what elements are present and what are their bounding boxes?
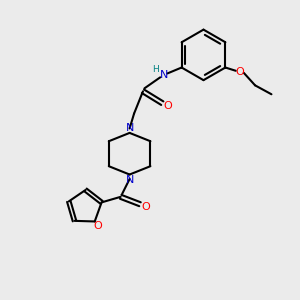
Text: O: O — [141, 202, 150, 212]
Text: O: O — [163, 101, 172, 111]
Text: O: O — [236, 67, 244, 77]
Text: N: N — [125, 123, 134, 133]
Text: N: N — [125, 176, 134, 185]
Text: H: H — [152, 64, 159, 74]
Text: N: N — [160, 70, 168, 80]
Text: O: O — [94, 221, 103, 231]
